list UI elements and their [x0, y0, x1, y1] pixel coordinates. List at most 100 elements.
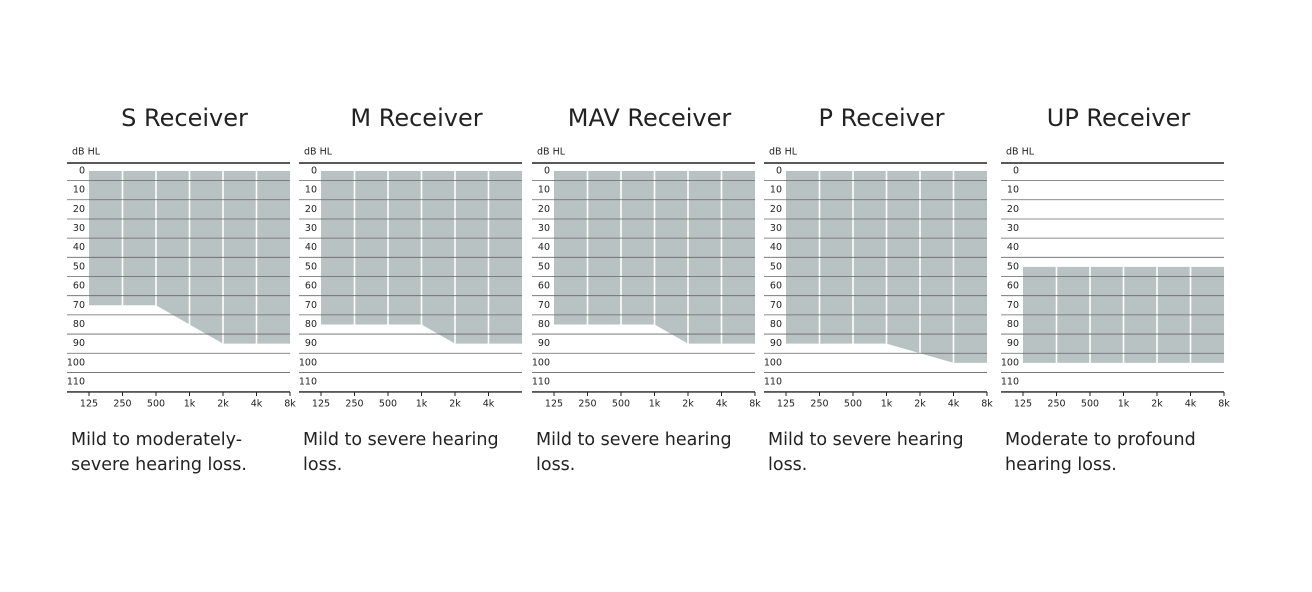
- y-tick-label: 40: [538, 242, 550, 253]
- y-tick-label: 50: [73, 261, 85, 272]
- y-axis-label: dB HL: [1006, 147, 1035, 158]
- y-tick-label: 60: [1007, 281, 1019, 292]
- y-tick-label: 50: [1007, 261, 1019, 272]
- y-tick-label: 100: [67, 357, 85, 368]
- x-tick-label: 500: [1081, 399, 1099, 410]
- y-tick-label: 20: [1007, 204, 1019, 215]
- y-tick-label: 80: [770, 319, 782, 330]
- y-tick-label: 60: [305, 281, 317, 292]
- y-tick-label: 60: [73, 281, 85, 292]
- x-tick-label: 1k: [1118, 399, 1130, 410]
- y-tick-label: 30: [73, 223, 85, 234]
- y-tick-label: 90: [73, 338, 85, 349]
- y-tick-label: 40: [73, 242, 85, 253]
- y-tick-label: 20: [770, 204, 782, 215]
- y-tick-label: 100: [1001, 357, 1019, 368]
- y-tick-label: 40: [305, 242, 317, 253]
- y-tick-label: 90: [770, 338, 782, 349]
- y-tick-label: 100: [764, 357, 782, 368]
- x-tick-label: 125: [312, 399, 330, 410]
- y-tick-label: 10: [1007, 185, 1019, 196]
- y-tick-label: 30: [1007, 223, 1019, 234]
- y-tick-label: 110: [532, 377, 550, 388]
- y-tick-label: 0: [311, 166, 317, 177]
- x-tick-label: 2k: [682, 399, 694, 410]
- x-tick-label: 4k: [1185, 399, 1197, 410]
- y-tick-label: 70: [1007, 300, 1019, 311]
- y-tick-label: 100: [532, 357, 550, 368]
- y-tick-label: 110: [1001, 377, 1019, 388]
- x-tick-label: 125: [777, 399, 795, 410]
- y-tick-label: 50: [305, 261, 317, 272]
- x-tick-label: 125: [80, 399, 98, 410]
- y-tick-label: 30: [770, 223, 782, 234]
- x-tick-label: 4k: [251, 399, 263, 410]
- x-tick-label: 4k: [948, 399, 960, 410]
- y-tick-label: 60: [770, 281, 782, 292]
- y-tick-label: 80: [1007, 319, 1019, 330]
- y-tick-label: 30: [305, 223, 317, 234]
- x-tick-label: 500: [379, 399, 397, 410]
- y-tick-label: 70: [73, 300, 85, 311]
- y-tick-label: 40: [1007, 242, 1019, 253]
- chart-title: S Receiver: [121, 104, 248, 132]
- y-tick-label: 70: [770, 300, 782, 311]
- y-tick-label: 80: [538, 319, 550, 330]
- x-tick-label: 250: [345, 399, 363, 410]
- caption: Mild to severe hearing loss.: [303, 430, 499, 475]
- x-tick-label: 1k: [649, 399, 661, 410]
- x-tick-label: 2k: [1151, 399, 1163, 410]
- chart-title: UP Receiver: [1047, 104, 1191, 132]
- y-tick-label: 0: [544, 166, 550, 177]
- chart-title: MAV Receiver: [568, 104, 732, 132]
- x-tick-label: 8k: [981, 399, 993, 410]
- y-tick-label: 90: [1007, 338, 1019, 349]
- y-tick-label: 30: [538, 223, 550, 234]
- x-tick-label: 8k: [1218, 399, 1230, 410]
- y-axis-label: dB HL: [537, 147, 566, 158]
- y-axis-label: dB HL: [304, 147, 333, 158]
- y-tick-label: 20: [73, 204, 85, 215]
- y-tick-label: 80: [73, 319, 85, 330]
- x-tick-label: 500: [612, 399, 630, 410]
- x-tick-label: 250: [1047, 399, 1065, 410]
- y-tick-label: 10: [73, 185, 85, 196]
- caption: Mild to moderately-severe hearing loss.: [71, 430, 247, 475]
- y-tick-label: 70: [305, 300, 317, 311]
- y-tick-label: 10: [305, 185, 317, 196]
- y-tick-label: 80: [305, 319, 317, 330]
- chart-title: P Receiver: [819, 104, 945, 132]
- x-tick-label: 125: [1014, 399, 1032, 410]
- x-tick-label: 2k: [914, 399, 926, 410]
- x-tick-label: 250: [113, 399, 131, 410]
- x-tick-label: 500: [147, 399, 165, 410]
- y-tick-label: 70: [538, 300, 550, 311]
- caption: Moderate to profound hearing loss.: [1005, 430, 1196, 475]
- x-tick-label: 500: [844, 399, 862, 410]
- x-tick-label: 2k: [217, 399, 229, 410]
- y-tick-label: 110: [764, 377, 782, 388]
- y-tick-label: 60: [538, 281, 550, 292]
- y-tick-label: 0: [776, 166, 782, 177]
- y-tick-label: 0: [1013, 166, 1019, 177]
- y-tick-label: 110: [67, 377, 85, 388]
- x-tick-label: 2k: [449, 399, 461, 410]
- chart-title: M Receiver: [350, 104, 482, 132]
- x-tick-label: 8k: [284, 399, 296, 410]
- y-tick-label: 110: [299, 377, 317, 388]
- y-axis-label: dB HL: [72, 147, 101, 158]
- x-tick-label: 1k: [184, 399, 196, 410]
- y-axis-label: dB HL: [769, 147, 798, 158]
- x-tick-label: 125: [545, 399, 563, 410]
- caption: Mild to severe hearing loss.: [536, 430, 732, 475]
- y-tick-label: 50: [770, 261, 782, 272]
- x-tick-label: 1k: [881, 399, 893, 410]
- x-tick-label: 250: [578, 399, 596, 410]
- y-tick-label: 0: [79, 166, 85, 177]
- x-tick-label: 250: [810, 399, 828, 410]
- y-tick-label: 10: [538, 185, 550, 196]
- y-tick-label: 40: [770, 242, 782, 253]
- x-tick-label: 4k: [716, 399, 728, 410]
- y-tick-label: 50: [538, 261, 550, 272]
